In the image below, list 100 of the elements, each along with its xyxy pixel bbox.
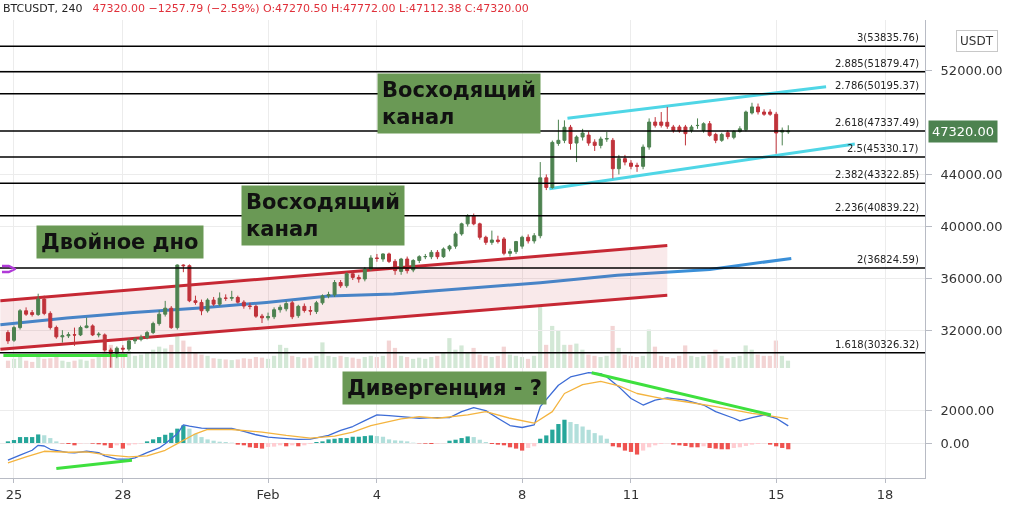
candlestick <box>526 233 531 245</box>
bar <box>308 357 313 368</box>
bar <box>537 307 543 368</box>
bar <box>271 443 277 447</box>
candlestick <box>501 236 506 256</box>
bar <box>689 355 694 368</box>
ref-line-label: 3(53835.76) <box>857 32 919 43</box>
bar <box>217 358 222 368</box>
candlestick <box>362 266 367 282</box>
bar <box>513 443 519 449</box>
bar <box>314 355 319 368</box>
bar <box>622 443 628 451</box>
candlestick <box>235 295 240 304</box>
bar <box>181 340 186 368</box>
candlestick <box>647 117 652 151</box>
bar <box>562 344 567 368</box>
candlestick <box>338 279 343 289</box>
text: USDT <box>960 34 994 48</box>
candlestick <box>489 230 494 246</box>
bar <box>483 355 488 368</box>
candlestick <box>36 293 41 317</box>
bar <box>253 357 258 368</box>
candlestick <box>18 308 23 331</box>
candlestick <box>768 108 773 117</box>
bar <box>344 438 349 444</box>
bar <box>271 355 277 368</box>
candlestick <box>54 325 59 340</box>
bar <box>36 434 41 444</box>
ref-line-label: 2.618(47337.49) <box>835 117 920 128</box>
candlestick <box>132 336 137 345</box>
bar <box>670 358 676 368</box>
candlestick <box>157 309 162 327</box>
candlestick <box>229 290 234 302</box>
bar <box>78 359 83 368</box>
bar <box>550 429 555 444</box>
bar <box>253 443 259 448</box>
y-tick-label: 44000.00 <box>940 167 1003 182</box>
ref-line-label: 2.786(50195.37) <box>835 80 920 91</box>
bar <box>368 355 373 368</box>
ref-line-label: 2.382(43322.85) <box>835 169 920 180</box>
candlestick <box>151 321 156 335</box>
candlestick <box>568 124 573 151</box>
bar <box>144 352 150 368</box>
candlestick <box>217 291 222 307</box>
bar <box>223 359 228 368</box>
candlestick <box>520 235 525 250</box>
candlestick <box>465 213 470 228</box>
bar <box>785 360 790 368</box>
bar <box>471 437 476 444</box>
y-tick-label: 36000.00 <box>940 271 1003 287</box>
candlestick <box>90 323 95 337</box>
bar <box>362 357 367 368</box>
bar <box>628 443 634 452</box>
candlestick <box>713 132 718 144</box>
text: 47320.00 <box>932 124 995 139</box>
candlestick <box>296 304 301 319</box>
candlestick <box>598 136 603 149</box>
bar <box>701 355 706 368</box>
candlestick <box>635 162 640 173</box>
candlestick <box>139 334 143 342</box>
candlestick <box>356 274 361 284</box>
bar <box>368 435 373 444</box>
candlestick <box>429 249 434 260</box>
bar <box>36 357 41 368</box>
bar <box>465 436 470 444</box>
candlestick <box>381 252 385 263</box>
candlestick <box>284 300 289 312</box>
bar <box>664 357 670 368</box>
bar <box>507 354 512 368</box>
bar <box>526 443 531 448</box>
candlestick <box>641 143 646 170</box>
annotation: Восходящий канал <box>382 78 536 130</box>
bar <box>640 443 646 451</box>
bar <box>622 354 627 368</box>
bar <box>707 354 712 368</box>
x-tick-label: 4 <box>372 486 382 502</box>
candlestick <box>163 300 168 318</box>
bar <box>235 359 240 368</box>
bar <box>289 355 295 368</box>
candlestick <box>689 124 694 134</box>
bar <box>96 357 101 368</box>
bar <box>525 358 531 368</box>
bar <box>404 357 410 368</box>
bar <box>713 349 718 368</box>
candlestick <box>508 248 512 258</box>
candlestick <box>247 302 252 310</box>
ref-line-label: 2.885(51879.47) <box>835 58 920 69</box>
candlestick <box>302 302 307 314</box>
bar <box>544 435 549 444</box>
bar <box>761 355 766 368</box>
bar <box>380 355 385 368</box>
bar <box>713 443 718 449</box>
candlestick <box>181 263 186 273</box>
x-tick-label: 28 <box>114 486 132 502</box>
bar <box>338 355 343 368</box>
bar <box>344 357 349 368</box>
x-tick-label: 15 <box>767 486 785 502</box>
annotation: Дивергенция - ? <box>347 376 542 400</box>
bar <box>356 358 361 368</box>
bar <box>175 336 180 368</box>
